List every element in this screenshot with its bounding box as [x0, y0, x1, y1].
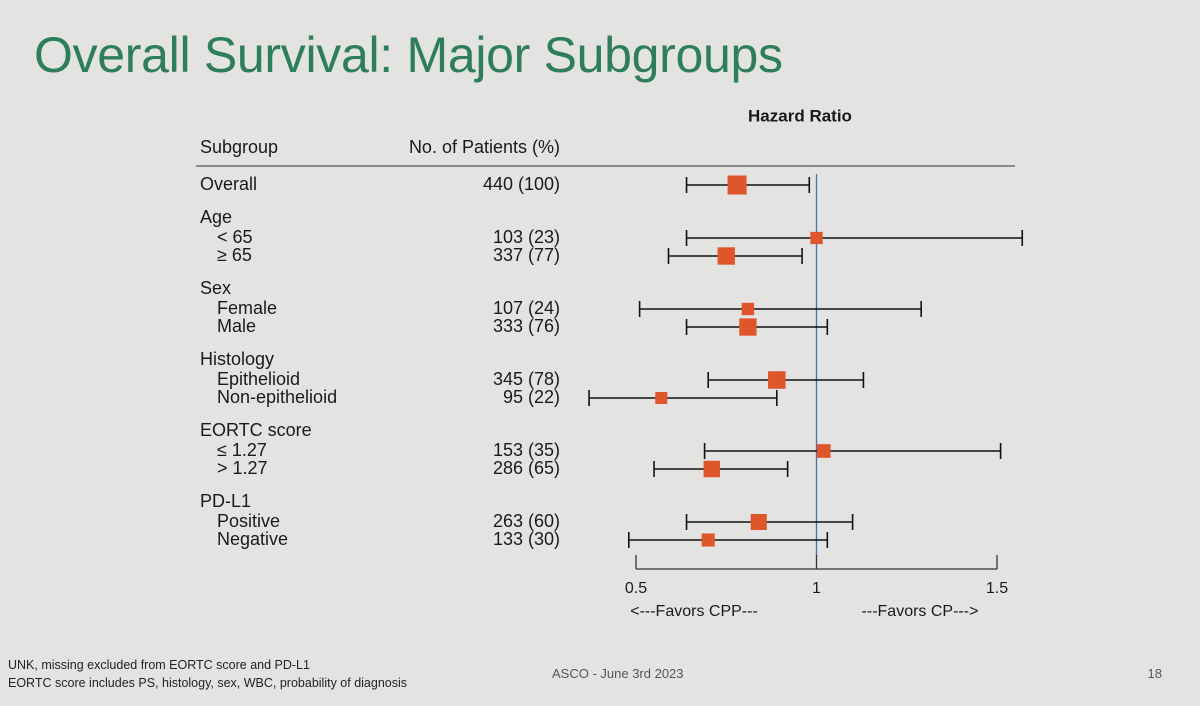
group-label: PD-L1 — [200, 491, 251, 511]
patients-value: 107 (24) — [493, 298, 560, 318]
subgroup-label: Negative — [217, 529, 288, 549]
patients-value: 263 (60) — [493, 511, 560, 531]
hr-marker — [741, 302, 755, 316]
hr-marker — [739, 318, 757, 336]
group-label: Histology — [200, 349, 274, 369]
chart-title: Hazard Ratio — [748, 106, 852, 125]
favors-left-label: <---Favors CPP--- — [630, 603, 758, 620]
x-tick-label: 1 — [812, 580, 821, 597]
patients-value: 133 (30) — [493, 529, 560, 549]
hr-marker — [768, 371, 786, 389]
patients-value: 95 (22) — [503, 387, 560, 407]
footnote: UNK, missing excluded from EORTC score a… — [8, 656, 407, 692]
favors-right-label: ---Favors CP---> — [862, 603, 979, 620]
slide-title: Overall Survival: Major Subgroups — [34, 27, 783, 83]
footnote-line-1: UNK, missing excluded from EORTC score a… — [8, 658, 310, 672]
patients-value: 337 (77) — [493, 245, 560, 265]
group-label: Sex — [200, 278, 231, 298]
hr-marker — [810, 231, 823, 245]
x-tick-label: 0.5 — [625, 580, 647, 597]
forest-plot: Hazard Ratio Subgroup No. of Patients (%) A… — [196, 106, 1024, 620]
hr-marker — [701, 533, 715, 547]
subgroup-label: Male — [217, 316, 256, 336]
subgroup-label: Positive — [217, 511, 280, 531]
hr-marker — [727, 175, 747, 195]
subgroup-label: Non-epithelioid — [217, 387, 337, 407]
subgroup-label: > 1.27 — [217, 458, 268, 478]
subgroup-label: Overall — [200, 174, 257, 194]
subgroup-label: Epithelioid — [217, 369, 300, 389]
patients-value: 153 (35) — [493, 440, 560, 460]
group-label: Age — [200, 207, 232, 227]
column-header-patients: No. of Patients (%) — [409, 137, 560, 157]
column-header-subgroup: Subgroup — [200, 137, 278, 157]
hr-marker — [703, 460, 721, 478]
subgroup-label: ≤ 1.27 — [217, 440, 267, 460]
x-tick-label: 1.5 — [986, 580, 1008, 597]
hr-marker — [717, 247, 735, 265]
hr-marker — [750, 513, 767, 531]
subgroup-label: ≥ 65 — [217, 245, 252, 265]
footnote-line-2: EORTC score includes PS, histology, sex,… — [8, 676, 408, 690]
patients-value: 345 (78) — [493, 369, 560, 389]
subgroup-label: < 65 — [217, 227, 253, 247]
group-label: EORTC score — [200, 420, 312, 440]
patients-value: 286 (65) — [493, 458, 560, 478]
page-number: 18 — [1147, 666, 1162, 681]
patients-value: 440 (100) — [483, 174, 560, 194]
hr-marker — [816, 444, 831, 458]
patients-value: 103 (23) — [493, 227, 560, 247]
subgroup-label: Female — [217, 298, 277, 318]
patients-value: 333 (76) — [493, 316, 560, 336]
hr-marker — [655, 391, 668, 405]
footer-conference: ASCO - June 3rd 2023 — [552, 666, 684, 681]
